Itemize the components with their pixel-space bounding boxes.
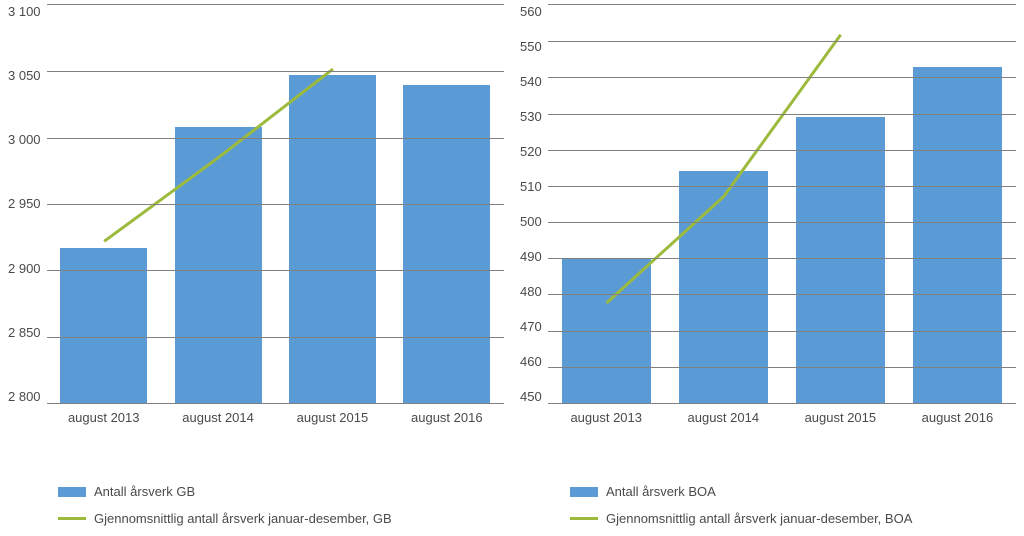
left-legend-bar-label: Antall årsverk GB — [94, 484, 195, 499]
gridline — [548, 77, 1016, 78]
left-legend-line-label: Gjennomsnittlig antall årsverk januar-de… — [94, 511, 392, 526]
y-tick-label: 500 — [520, 214, 542, 229]
trend-line — [104, 69, 333, 241]
gridline — [548, 294, 1016, 295]
left-legend-bar-row: Antall årsverk GB — [58, 478, 504, 505]
left-y-axis: 3 100 3 050 3 000 2 950 2 900 2 850 2 800 — [8, 4, 47, 404]
left-plot — [47, 4, 504, 404]
gridline — [548, 258, 1016, 259]
trend-line — [606, 35, 840, 303]
bar-swatch — [58, 487, 86, 497]
right-plot — [548, 4, 1016, 404]
gridline — [47, 71, 504, 72]
right-y-axis: 560 550 540 530 520 510 500 490 480 470 460 450 — [520, 4, 548, 404]
y-tick-label: 2 900 — [8, 261, 41, 276]
charts-container: 3 100 3 050 3 000 2 950 2 900 2 850 2 800 augu… — [0, 0, 1024, 536]
gridline — [548, 41, 1016, 42]
right-chart-area: 560 550 540 530 520 510 500 490 480 470 460 450 aug… — [520, 4, 1016, 460]
left-legend: Antall årsverk GB Gjennomsnittlig antall… — [8, 460, 504, 532]
right-legend-line-row: Gjennomsnittlig antall årsverk januar-de… — [570, 505, 1016, 532]
left-trendline — [47, 5, 504, 462]
line-swatch — [58, 517, 86, 520]
y-tick-label: 550 — [520, 39, 542, 54]
right-chart-panel: 560 550 540 530 520 510 500 490 480 470 460 450 aug… — [512, 0, 1024, 536]
right-plot-wrapper: august 2013august 2014august 2015august … — [548, 4, 1016, 460]
y-tick-label: 460 — [520, 354, 542, 369]
left-plot-wrapper: august 2013august 2014august 2015august … — [47, 4, 504, 460]
gridline — [548, 186, 1016, 187]
gridline — [548, 222, 1016, 223]
left-legend-line-row: Gjennomsnittlig antall årsverk januar-de… — [58, 505, 504, 532]
y-tick-label: 490 — [520, 249, 542, 264]
bar-swatch — [570, 487, 598, 497]
gridline — [47, 204, 504, 205]
gridline — [548, 150, 1016, 151]
gridline — [548, 114, 1016, 115]
y-tick-label: 480 — [520, 284, 542, 299]
gridline — [548, 367, 1016, 368]
y-tick-label: 530 — [520, 109, 542, 124]
line-swatch — [570, 517, 598, 520]
y-tick-label: 2 800 — [8, 389, 41, 404]
y-tick-label: 520 — [520, 144, 542, 159]
right-legend-line-label: Gjennomsnittlig antall årsverk januar-de… — [606, 511, 912, 526]
right-legend-bar-label: Antall årsverk BOA — [606, 484, 716, 499]
left-chart-panel: 3 100 3 050 3 000 2 950 2 900 2 850 2 800 augu… — [0, 0, 512, 536]
gridline — [548, 331, 1016, 332]
y-tick-label: 450 — [520, 389, 542, 404]
gridline — [47, 337, 504, 338]
y-tick-label: 3 050 — [8, 68, 41, 83]
y-tick-label: 2 950 — [8, 196, 41, 211]
right-legend-bar-row: Antall årsverk BOA — [570, 478, 1016, 505]
gridline — [47, 138, 504, 139]
y-tick-label: 3 000 — [8, 132, 41, 147]
right-trendline — [548, 5, 1016, 473]
left-chart-area: 3 100 3 050 3 000 2 950 2 900 2 850 2 800 augu… — [8, 4, 504, 460]
y-tick-label: 3 100 — [8, 4, 41, 19]
y-tick-label: 2 850 — [8, 325, 41, 340]
gridline — [47, 270, 504, 271]
y-tick-label: 470 — [520, 319, 542, 334]
y-tick-label: 540 — [520, 74, 542, 89]
y-tick-label: 560 — [520, 4, 542, 19]
y-tick-label: 510 — [520, 179, 542, 194]
